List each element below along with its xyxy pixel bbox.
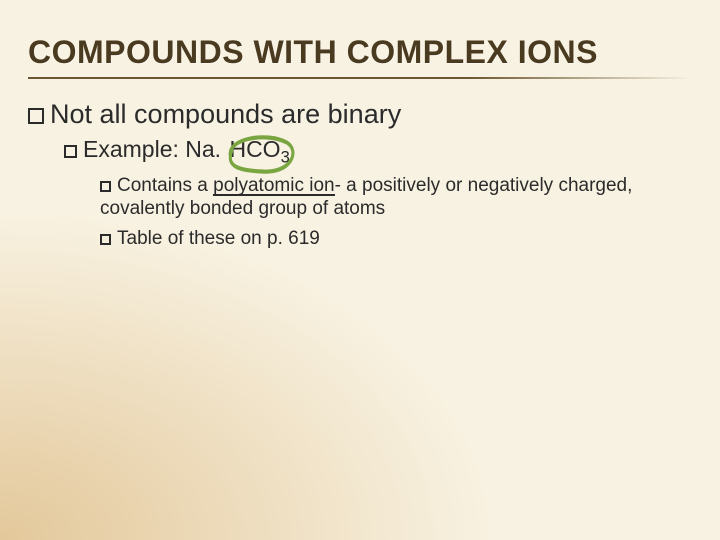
bullet-level2: Example: Na. HCO3 [64, 136, 692, 168]
l2-circled-sub: 3 [281, 148, 290, 167]
l3b-prefix: Table [117, 228, 162, 249]
square-bullet-icon [100, 181, 111, 192]
square-bullet-icon [100, 234, 111, 245]
bullet-level3-b: Table of these on p. 619 [100, 227, 692, 251]
square-bullet-icon [28, 108, 44, 124]
slide-body: Not all compounds are binary Example: Na… [28, 99, 692, 251]
underline-icon [213, 194, 334, 196]
l3a-mid1: a [192, 175, 213, 196]
bullet-level3-a: Contains a polyatomic ion- a positively … [100, 174, 692, 222]
l3a-term: polyatomic ion [213, 175, 334, 196]
circled-formula: HCO3 [227, 136, 291, 168]
l3a-prefix: Contains [117, 175, 192, 196]
underlined-term: polyatomic ion [213, 174, 334, 198]
slide: COMPOUNDS WITH COMPLEX IONS Not all comp… [0, 0, 720, 540]
l2-formula-plain: Na. [179, 136, 228, 162]
slide-title: COMPOUNDS WITH COMPLEX IONS [28, 34, 692, 71]
l2-prefix: Example: [83, 136, 179, 162]
square-bullet-icon [64, 145, 77, 158]
bullet-level1: Not all compounds are binary [28, 99, 692, 130]
l3b-rest: of these on p. 619 [162, 228, 319, 249]
l2-circled-part1: HCO [229, 136, 280, 162]
l1-prefix: Not [50, 99, 92, 129]
l1-rest: all compounds are binary [92, 99, 401, 129]
title-underline-rule [28, 77, 692, 79]
